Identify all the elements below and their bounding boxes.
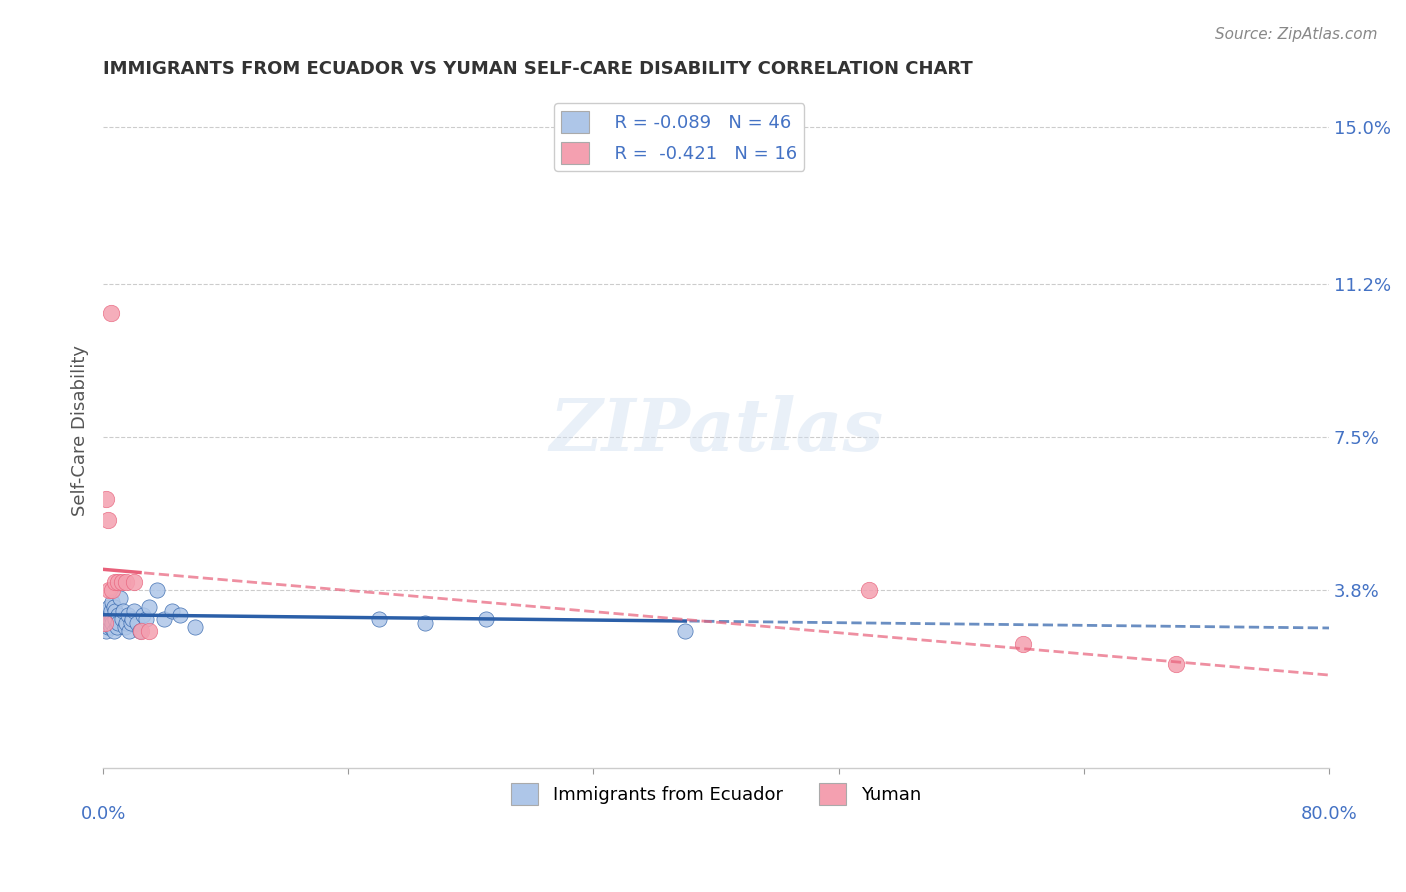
Point	[153, 612, 176, 626]
Point	[107, 615, 129, 630]
Point	[413, 615, 436, 630]
Point	[107, 607, 129, 622]
Point	[93, 615, 115, 630]
Point	[96, 624, 118, 639]
Legend: Immigrants from Ecuador, Yuman: Immigrants from Ecuador, Yuman	[505, 776, 928, 813]
Point	[122, 604, 145, 618]
Point	[118, 624, 141, 639]
Point	[169, 607, 191, 622]
Point	[100, 604, 122, 618]
Point	[100, 607, 122, 622]
Point	[96, 607, 118, 622]
Point	[131, 624, 153, 639]
Point	[117, 607, 139, 622]
Point	[368, 612, 391, 626]
Point	[103, 599, 125, 614]
Point	[104, 574, 127, 589]
Point	[114, 620, 136, 634]
Point	[98, 612, 121, 626]
Point	[107, 574, 129, 589]
Point	[98, 582, 121, 597]
Point	[160, 604, 183, 618]
Point	[129, 624, 152, 639]
Point	[112, 604, 135, 618]
Point	[115, 574, 138, 589]
Point	[101, 582, 124, 597]
Point	[104, 612, 127, 626]
Point	[108, 591, 131, 606]
Point	[103, 624, 125, 639]
Point	[135, 612, 157, 626]
Point	[97, 513, 120, 527]
Point	[475, 612, 498, 626]
Point	[101, 595, 124, 609]
Text: ZIPatlas: ZIPatlas	[548, 395, 883, 467]
Point	[101, 612, 124, 626]
Text: 0.0%: 0.0%	[80, 805, 125, 822]
Point	[93, 615, 115, 630]
Point	[121, 612, 143, 626]
Text: Source: ZipAtlas.com: Source: ZipAtlas.com	[1215, 27, 1378, 42]
Point	[673, 624, 696, 639]
Point	[132, 607, 155, 622]
Point	[138, 624, 160, 639]
Point	[1164, 657, 1187, 672]
Point	[98, 615, 121, 630]
Point	[97, 604, 120, 618]
Point	[110, 612, 132, 626]
Point	[97, 612, 120, 626]
Text: 80.0%: 80.0%	[1301, 805, 1357, 822]
Point	[100, 306, 122, 320]
Point	[125, 615, 148, 630]
Y-axis label: Self-Care Disability: Self-Care Disability	[72, 345, 89, 516]
Point	[138, 599, 160, 614]
Point	[101, 615, 124, 630]
Point	[115, 615, 138, 630]
Text: IMMIGRANTS FROM ECUADOR VS YUMAN SELF-CARE DISABILITY CORRELATION CHART: IMMIGRANTS FROM ECUADOR VS YUMAN SELF-CA…	[103, 60, 973, 78]
Point	[110, 574, 132, 589]
Point	[97, 620, 120, 634]
Point	[122, 574, 145, 589]
Point	[100, 620, 122, 634]
Point	[145, 582, 167, 597]
Point	[858, 582, 880, 597]
Point	[98, 599, 121, 614]
Point	[105, 620, 128, 634]
Point	[96, 492, 118, 507]
Point	[120, 615, 142, 630]
Point	[184, 620, 207, 634]
Point	[104, 604, 127, 618]
Point	[1011, 637, 1033, 651]
